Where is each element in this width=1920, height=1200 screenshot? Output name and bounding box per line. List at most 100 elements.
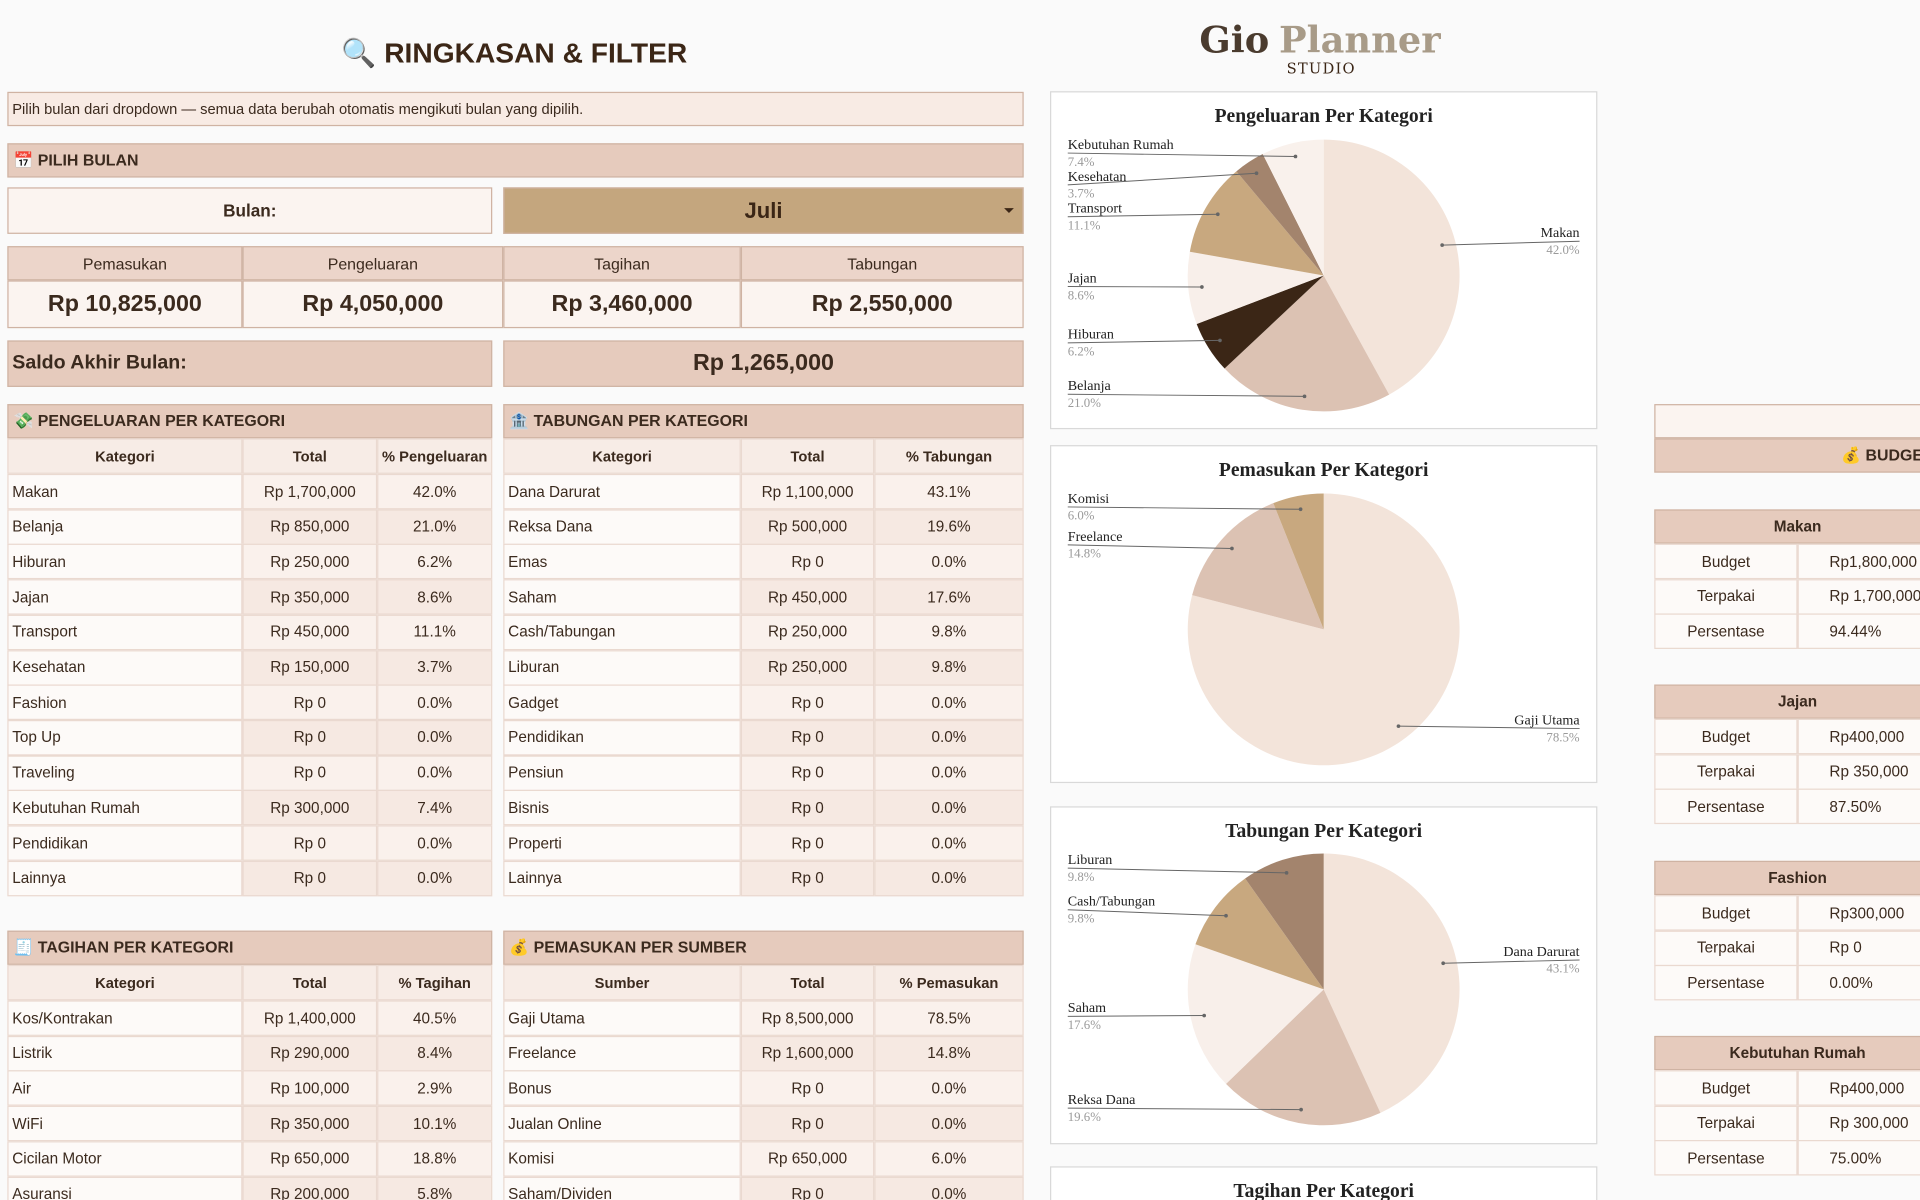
leader-line <box>1067 867 1287 874</box>
slice-value-label: 11.1% <box>1068 218 1101 232</box>
slice-label: Kebutuhan Rumah <box>1068 137 1174 153</box>
pie-slice <box>1195 878 1324 990</box>
table-cell: Liburan <box>503 649 741 686</box>
leader-dot <box>1298 507 1303 512</box>
balance-label: Saldo Akhir Bulan: <box>7 340 493 387</box>
table-cell: 40.5% <box>377 1000 493 1036</box>
table-cell: Rp 0 <box>740 1070 875 1107</box>
table-cell: Belanja <box>7 509 243 545</box>
table-cell: 2.9% <box>377 1070 493 1107</box>
table-cell: Rp 0 <box>242 684 378 721</box>
leader-dot <box>1254 171 1259 176</box>
leader-line <box>1067 544 1232 549</box>
slice-value-label: 7.4% <box>1068 155 1095 169</box>
slice-label: Reksa Dana <box>1068 1092 1136 1108</box>
table-cell: Pensiun <box>503 755 741 791</box>
leader-line <box>1067 1107 1302 1111</box>
dropdown-arrow[interactable] <box>1004 208 1014 214</box>
leader-line <box>1067 506 1301 510</box>
pie-slice <box>1323 853 1460 1113</box>
table-cell: Rp 8,500,000 <box>740 1000 875 1036</box>
table-title: 🏦 TABUNGAN PER KATEGORI <box>503 404 1024 439</box>
budget-cell: Rp 300,000 <box>1797 1105 1920 1141</box>
table-cell: Rp 0 <box>242 825 378 861</box>
table-cell: 8.4% <box>377 1035 493 1072</box>
budget-cell: Terpakai <box>1654 1105 1798 1141</box>
slice-label: Makan <box>1540 225 1579 241</box>
pie-slice <box>1187 493 1460 766</box>
table-cell: Fashion <box>7 684 243 721</box>
table-cell: Freelance <box>503 1035 741 1072</box>
budget-cell: Terpakai <box>1654 753 1798 790</box>
budget-top <box>1654 404 1920 439</box>
table-title: 🧾 TAGIHAN PER KATEGORI <box>7 930 493 965</box>
table-cell: Komisi <box>503 1140 741 1177</box>
pie-slice <box>1224 275 1390 412</box>
table-cell: 0.0% <box>874 544 1024 580</box>
summary-value: Rp 2,550,000 <box>740 280 1024 329</box>
pie-slice <box>1262 139 1324 276</box>
table-cell: 14.8% <box>874 1035 1024 1072</box>
table-cell: 0.0% <box>377 860 493 896</box>
table-cell: Rp 450,000 <box>740 579 875 615</box>
table-cell: Rp 0 <box>740 719 875 756</box>
table-cell: Jualan Online <box>503 1105 741 1142</box>
pie-slice <box>1225 989 1381 1126</box>
table-cell: 0.0% <box>874 1176 1024 1200</box>
table-cell: Rp 300,000 <box>242 790 378 826</box>
table-cell: Pendidikan <box>503 719 741 756</box>
table-cell: 3.7% <box>377 649 493 686</box>
slice-value-label: 78.5% <box>1546 730 1579 744</box>
slice-label: Kesehatan <box>1068 169 1127 185</box>
table-cell: Rp 0 <box>740 684 875 721</box>
summary-value: Rp 3,460,000 <box>503 280 741 329</box>
table-cell: Gadget <box>503 684 741 721</box>
table-cell: Saham/Dividen <box>503 1176 741 1200</box>
leader-dot <box>1440 243 1444 247</box>
table-cell: WiFi <box>7 1105 243 1142</box>
table-cell: Gaji Utama <box>503 1000 741 1036</box>
slice-value-label: 8.6% <box>1068 288 1095 302</box>
table-cell: 0.0% <box>377 825 493 861</box>
column-header: Kategori <box>7 438 243 474</box>
table-title: 💸 PENGELUARAN PER KATEGORI <box>7 404 493 439</box>
table-cell: Rp 0 <box>740 544 875 580</box>
budget-cell: Rp 1,700,000 <box>1797 578 1920 615</box>
chart-panel <box>1050 1166 1598 1200</box>
slice-value-label: 9.8% <box>1068 870 1095 884</box>
chart-title: Pengeluaran Per Kategori <box>1215 106 1434 127</box>
table-cell: Bonus <box>503 1070 741 1107</box>
logo-part: Planner <box>1279 18 1441 62</box>
leader-dot <box>1441 961 1446 966</box>
budget-cell: Rp400,000 <box>1797 1070 1920 1106</box>
month-dropdown[interactable]: Juli <box>503 187 1024 234</box>
table-cell: 0.0% <box>874 1105 1024 1142</box>
table-cell: Rp 450,000 <box>242 614 378 650</box>
slice-value-label: 6.0% <box>1068 509 1095 523</box>
table-cell: Air <box>7 1070 243 1107</box>
leader-dot <box>1299 1107 1303 1112</box>
leader-dot <box>1302 394 1307 399</box>
chart-title: Pemasukan Per Kategori <box>1219 460 1429 481</box>
budget-cell: Persentase <box>1654 1140 1798 1176</box>
slice-label: Cash/Tabungan <box>1068 894 1155 910</box>
leader-dot <box>1230 546 1234 551</box>
table-cell: Rp 500,000 <box>740 509 875 545</box>
table-cell: Rp 350,000 <box>242 1105 378 1142</box>
table-cell: Rp 1,700,000 <box>242 473 378 510</box>
table-cell: 18.8% <box>377 1140 493 1177</box>
budget-cell: Budget <box>1654 895 1798 931</box>
leader-dot <box>1215 212 1220 217</box>
table-cell: 42.0% <box>377 473 493 510</box>
summary-value: Rp 10,825,000 <box>7 280 243 329</box>
table-cell: 6.0% <box>874 1140 1024 1177</box>
table-cell: Pendidikan <box>7 825 243 861</box>
budget-header: Fashion <box>1654 860 1920 896</box>
table-cell: Rp 250,000 <box>740 614 875 650</box>
budget-cell: 0.00% <box>1797 965 1920 1001</box>
leader-line <box>1067 909 1227 917</box>
budget-cell: Persentase <box>1654 965 1798 1001</box>
leader-line <box>1067 1015 1205 1017</box>
slice-value-label: 9.8% <box>1068 912 1095 926</box>
